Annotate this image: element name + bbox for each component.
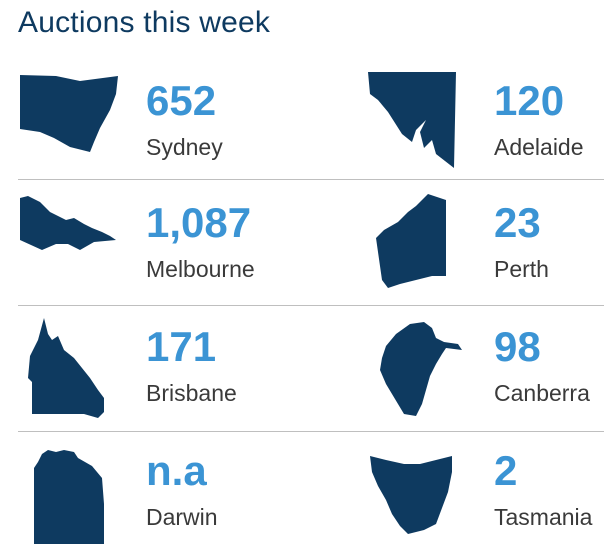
- auction-count: 23: [494, 199, 541, 246]
- city-name: Canberra: [494, 380, 590, 406]
- auction-count: 120: [494, 77, 565, 124]
- auction-count: 652: [146, 77, 217, 124]
- city-name: Sydney: [146, 134, 223, 160]
- city-name: Tasmania: [494, 504, 593, 530]
- city-card-canberra: 98 Canberra: [366, 318, 606, 438]
- city-card-sydney: 652 Sydney: [18, 72, 318, 192]
- row-divider: [18, 179, 604, 180]
- tas-state-map-icon: [366, 442, 476, 548]
- auction-count: 98: [494, 323, 541, 370]
- sa-state-map-icon: [366, 72, 476, 187]
- auction-count: 1,087: [146, 199, 252, 246]
- nsw-state-map-icon: [18, 72, 128, 187]
- nt-territory-map-icon: [18, 442, 128, 548]
- city-card-darwin: n.a Darwin: [18, 442, 318, 548]
- act-territory-map-icon: [366, 318, 476, 433]
- row-divider: [18, 305, 604, 306]
- city-card-perth: 23 Perth: [366, 194, 606, 314]
- city-card-melbourne: 1,087 Melbourne: [18, 194, 318, 314]
- row-divider: [18, 431, 604, 432]
- city-name: Brisbane: [146, 380, 237, 406]
- auction-count: 171: [146, 323, 217, 370]
- auction-count: n.a: [146, 447, 207, 494]
- auction-count: 2: [494, 447, 518, 494]
- city-name: Perth: [494, 256, 549, 282]
- city-card-tasmania: 2 Tasmania: [366, 442, 606, 548]
- city-name: Adelaide: [494, 134, 584, 160]
- city-card-brisbane: 171 Brisbane: [18, 318, 318, 438]
- wa-state-map-icon: [366, 194, 476, 309]
- city-card-adelaide: 120 Adelaide: [366, 72, 606, 192]
- page-title: Auctions this week: [18, 6, 271, 39]
- city-name: Darwin: [146, 504, 218, 530]
- city-name: Melbourne: [146, 256, 255, 282]
- qld-state-map-icon: [18, 318, 128, 433]
- vic-state-map-icon: [18, 194, 128, 309]
